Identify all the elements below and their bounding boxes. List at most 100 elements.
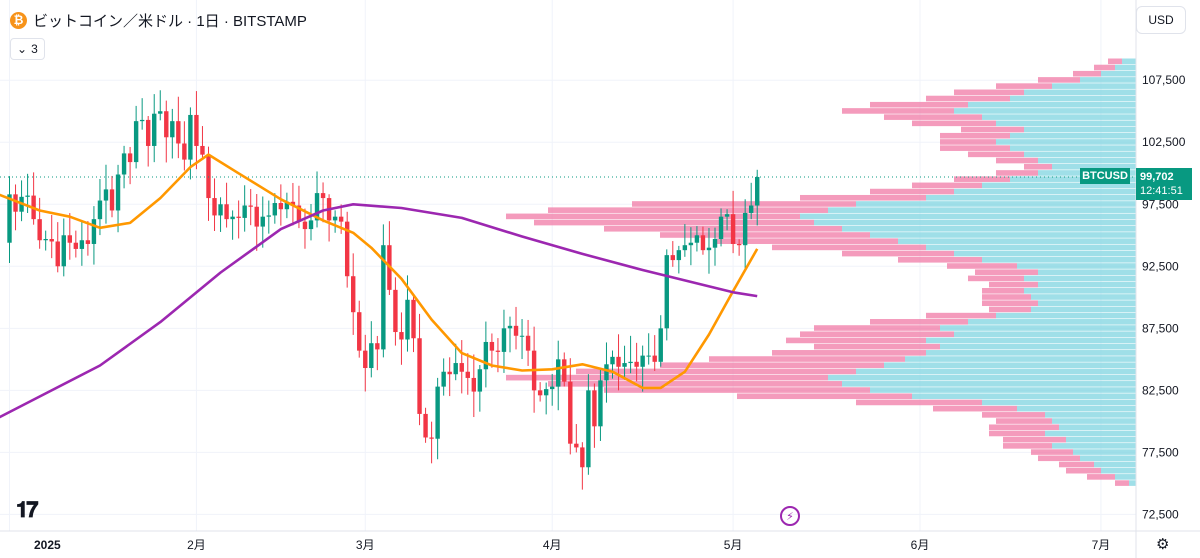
vp-bar-up xyxy=(1129,480,1136,486)
candle-body xyxy=(55,241,60,267)
candle-body xyxy=(158,111,163,114)
candle-body xyxy=(79,240,85,249)
candle-body xyxy=(344,221,350,277)
candle-body xyxy=(417,338,422,414)
vp-bar-up xyxy=(1059,424,1136,431)
vp-bar-up xyxy=(1101,70,1136,77)
vp-bar-up xyxy=(1017,405,1136,412)
vp-bar-down xyxy=(1031,449,1073,455)
last-price-label: 99,702 12:41:51 xyxy=(1136,168,1192,200)
vp-bar-down xyxy=(814,325,940,331)
vp-bar-down xyxy=(814,343,940,350)
candle-body xyxy=(139,119,145,122)
vp-bar-down xyxy=(912,120,996,127)
vp-bar-up xyxy=(1010,95,1136,102)
tradingview-logo[interactable]: 𝟏𝟕 xyxy=(16,498,39,523)
currency-selector[interactable]: USD xyxy=(1136,6,1186,34)
vp-bar-down xyxy=(576,368,856,375)
vp-bar-up xyxy=(1017,263,1136,269)
grid-layer xyxy=(0,0,1136,531)
candle-body xyxy=(363,350,368,369)
symbol-title[interactable]: ビットコイン／米ドル · 1日 · BITSTAMP xyxy=(33,12,307,30)
vp-bar-down xyxy=(968,151,1024,158)
vp-bar-up xyxy=(1024,126,1136,133)
candle-body xyxy=(610,356,615,365)
candle-body xyxy=(254,206,259,227)
candle-body xyxy=(471,377,477,392)
candle-body xyxy=(7,194,12,243)
bar-countdown: 12:41:51 xyxy=(1140,185,1183,197)
candle-body xyxy=(501,328,507,352)
candle-body xyxy=(676,250,682,261)
candle-body xyxy=(670,255,675,261)
candle-body xyxy=(616,356,621,367)
vp-bar-down xyxy=(954,176,1010,182)
candle-body xyxy=(519,335,525,337)
candle-body xyxy=(688,242,694,246)
candle-body xyxy=(212,198,217,216)
candle-body xyxy=(435,386,440,439)
y-tick-label: 77,500 xyxy=(1142,445,1179,459)
indicators-toggle-button[interactable]: ⌄ 3 xyxy=(10,38,45,60)
candle-body xyxy=(85,240,91,244)
vp-bar-down xyxy=(870,319,968,325)
x-tick-label: 6月 xyxy=(911,538,930,552)
vp-bar-down xyxy=(1003,443,1052,449)
chevron-down-icon: ⌄ xyxy=(17,42,28,56)
candle-body xyxy=(73,242,79,249)
candle-body xyxy=(314,193,320,221)
candle-body xyxy=(206,154,211,199)
vp-bar-up xyxy=(1101,467,1136,474)
candle-body xyxy=(25,195,30,197)
vp-bar-down xyxy=(506,374,828,381)
vp-bar-down xyxy=(800,331,954,338)
candle-body xyxy=(495,350,501,352)
vp-bar-down xyxy=(996,83,1052,89)
candle-body xyxy=(748,205,754,213)
candle-body xyxy=(718,216,724,240)
candle-body xyxy=(755,176,760,206)
candle-body xyxy=(115,174,121,211)
vp-bar-down xyxy=(1003,436,1066,443)
candle-body xyxy=(61,235,66,267)
vp-bar-down xyxy=(870,101,968,108)
candle-body xyxy=(37,219,42,241)
candle-body xyxy=(13,194,18,212)
candle-body xyxy=(640,355,645,367)
vp-bar-up xyxy=(926,244,1136,251)
x-tick-label: 2月 xyxy=(187,538,206,552)
vp-bar-down xyxy=(506,213,800,220)
candle-body xyxy=(483,341,489,370)
vp-bar-down xyxy=(1115,480,1129,486)
candle-body xyxy=(194,114,199,146)
vp-bar-up xyxy=(870,232,1136,238)
y-tick-label: 92,500 xyxy=(1142,259,1179,273)
candle-body xyxy=(302,221,308,230)
last-price-value: 99,702 xyxy=(1140,171,1174,183)
candle-body xyxy=(634,361,639,367)
lightning-icon[interactable]: ⚡ xyxy=(780,506,800,526)
x-tick-label: 4月 xyxy=(543,538,562,552)
vp-bar-down xyxy=(989,306,1031,313)
vp-bar-down xyxy=(842,108,954,114)
candle-body xyxy=(568,381,573,444)
vp-bar-down xyxy=(660,362,884,369)
candle-body xyxy=(236,216,241,218)
y-tick-label: 82,500 xyxy=(1142,383,1179,397)
vp-bar-down xyxy=(982,412,1045,418)
candle-body xyxy=(477,369,483,392)
gear-icon[interactable]: ⚙ xyxy=(1156,536,1170,553)
vp-bar-up xyxy=(954,331,1136,338)
candle-body xyxy=(296,205,302,222)
candle-body xyxy=(742,212,748,246)
vp-bar-up xyxy=(1045,412,1136,418)
vp-bar-down xyxy=(954,89,1024,96)
vp-bar-up xyxy=(842,381,1136,387)
vp-bar-up xyxy=(800,213,1136,220)
candle-body xyxy=(682,245,688,251)
vp-bar-down xyxy=(1059,461,1094,468)
vp-bar-down xyxy=(961,126,1024,133)
moving-averages xyxy=(0,153,759,419)
vp-bar-down xyxy=(856,399,982,406)
